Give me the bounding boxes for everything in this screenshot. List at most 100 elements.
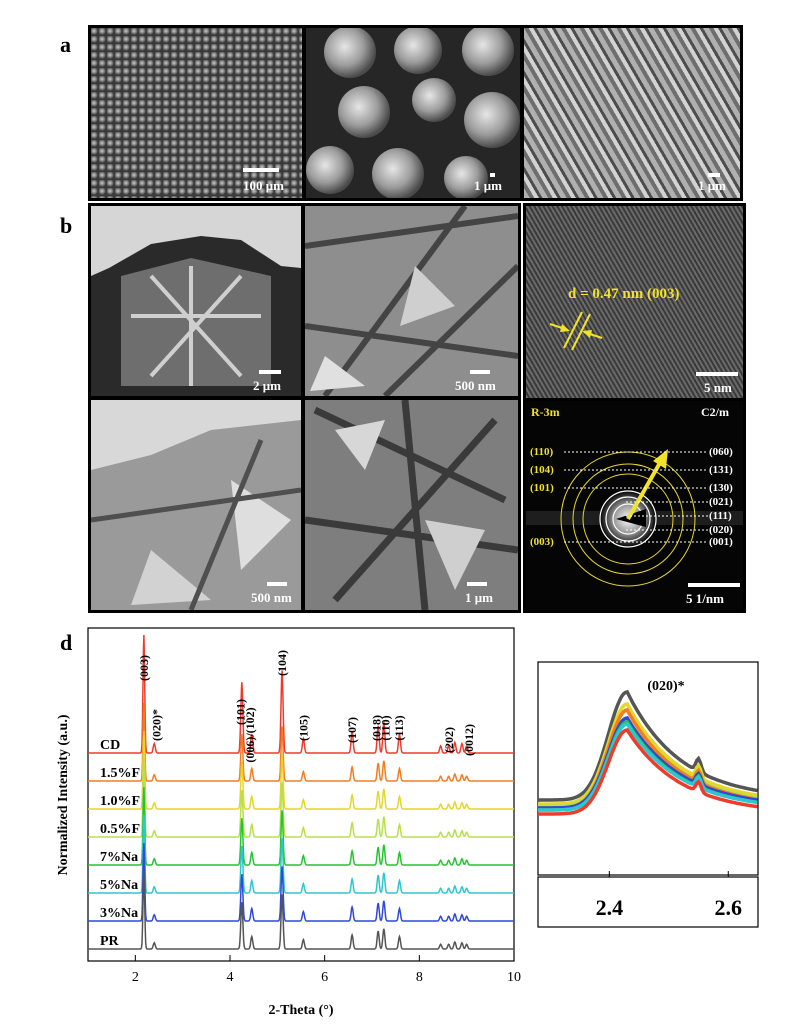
xrd-peak-label: (105) — [296, 715, 310, 741]
tem-image-500nm-top: 500 nm — [305, 206, 518, 396]
xrd-series-label-PR: PR — [100, 934, 120, 949]
xrd-line-5%Na — [88, 814, 514, 894]
inset-axis-frame — [537, 876, 759, 928]
saed-left-plane-3: (101) — [530, 482, 554, 494]
xrd-x-tick-label: 10 — [507, 970, 521, 985]
tem-image-1um: 1 μm — [305, 400, 518, 610]
xrd-x-axis-label: 2-Theta (°) — [268, 1003, 333, 1018]
saed-right-plane-5: (111) — [709, 510, 732, 522]
tem-image-cross-section: 2 μm — [91, 206, 301, 396]
xrd-series-label-1.5%F: 1.5%F — [100, 766, 140, 781]
inset-series-group — [538, 689, 758, 816]
scalebar-c2 — [688, 583, 740, 587]
inset-line-PR — [538, 689, 758, 802]
inset-plot-frame — [537, 661, 759, 876]
xrd-peak-label: (113) — [392, 715, 406, 740]
xrd-x-tick-label: 2 — [132, 970, 139, 985]
saed-title-left: R-3m — [531, 405, 560, 419]
scalebar-label-c1: 5 nm — [704, 380, 732, 395]
sem-image-high-mag: 1 μm — [524, 28, 740, 198]
xrd-series-group: CD 1.5%F 1.0%F 0.5%F 7%Na 5%Na 3%Na PR — [88, 634, 514, 950]
xrd-line-0.5%F — [88, 758, 514, 838]
xrd-peak-label: (020)* — [150, 709, 164, 741]
scalebar-b4 — [467, 582, 487, 586]
scalebar-a3 — [708, 173, 720, 177]
xrd-x-tick-label: 6 — [321, 970, 328, 985]
xrd-peak-label: (107) — [345, 717, 359, 743]
xrd-line-7%Na — [88, 786, 514, 866]
tem-image-500nm-bottom: 500 nm — [91, 400, 301, 610]
scalebar-c1 — [696, 372, 738, 376]
saed-title-right: C2/m — [701, 405, 729, 419]
scalebar-b3 — [267, 582, 287, 586]
xrd-line-3%Na — [88, 842, 514, 922]
hrtem-lattice-marker — [549, 311, 603, 351]
inset-x-tick-label: 2.4 — [596, 895, 624, 920]
xrd-peak-label: (202) — [442, 727, 456, 753]
xrd-peak-label: (101) — [233, 699, 247, 725]
saed-left-plane-2: (104) — [530, 464, 554, 476]
saed-right-plane-1: (060) — [709, 446, 733, 458]
scalebar-label-a1: 100 μm — [243, 178, 284, 193]
xrd-peak-label: (006)/(102) — [243, 707, 257, 762]
saed-left-plane-4: (003) — [530, 536, 554, 548]
scalebar-label-a2: 1 μm — [474, 178, 502, 193]
tem-500nm-bottom-drawing — [91, 400, 301, 610]
scalebar-label-c2: 5 1/nm — [686, 591, 724, 606]
xrd-line-1.0%F — [88, 730, 514, 810]
hrtem-d-spacing-label: d = 0.47 nm (003) — [568, 286, 680, 302]
inset-line-1.0%F — [538, 702, 758, 806]
inset-line-3%Na — [538, 716, 758, 810]
saed-right-plane-4: (021) — [709, 496, 733, 508]
panel-a-frame: 100 μm 1 μm 1 μm — [88, 25, 743, 201]
xrd-x-tick-label: 8 — [416, 970, 423, 985]
xrd-series-label-0.5%F: 0.5%F — [100, 822, 140, 837]
xrd-line-1.5%F — [88, 702, 514, 782]
xrd-x-axis: 2 4 6 8 10 — [132, 955, 521, 985]
xrd-plot-frame — [87, 627, 515, 962]
inset-peak-label: (020)* — [647, 679, 684, 694]
saed-pattern: R-3m C2/m (110) (104) (101) (003) (060) … — [526, 401, 743, 610]
panel-label-d: d — [60, 630, 73, 655]
saed-rings-drawing — [526, 449, 743, 587]
xrd-peak-label: (110) — [379, 715, 393, 740]
panel-label-a: a — [60, 32, 71, 57]
xrd-peak-label: (003) — [137, 655, 151, 681]
scalebar-label-a3: 1 μm — [698, 178, 726, 193]
tem-cross-section-drawing — [91, 236, 301, 396]
xrd-x-tick-label: 4 — [227, 970, 234, 985]
hrtem-image: d = 0.47 nm (003) 5 nm — [526, 206, 743, 398]
panel-label-b: b — [60, 213, 73, 238]
sem-particles-drawing — [306, 28, 520, 198]
xrd-series-label-3%Na: 3%Na — [100, 906, 138, 921]
scalebar-a2 — [490, 173, 495, 177]
sem-image-low-mag: 100 μm — [91, 28, 302, 198]
scalebar-label-b1: 2 μm — [253, 378, 281, 393]
xrd-series-label-CD: CD — [100, 738, 120, 753]
xrd-series-label-5%Na: 5%Na — [100, 878, 138, 893]
scalebar-label-b3: 500 nm — [251, 590, 292, 605]
inset-x-tick-label: 2.6 — [715, 895, 743, 920]
saed-right-plane-7: (001) — [709, 536, 733, 548]
scalebar-label-b4: 1 μm — [465, 590, 493, 605]
scalebar-label-b2: 500 nm — [455, 378, 496, 393]
sem-image-particles: 1 μm — [306, 28, 520, 198]
scalebar-b1 — [259, 370, 281, 374]
scalebar-a1 — [243, 168, 279, 172]
xrd-peak-label: (0012) — [462, 724, 476, 756]
inset-line-CD — [538, 728, 758, 816]
xrd-series-label-7%Na: 7%Na — [100, 850, 138, 865]
saed-right-plane-6: (020) — [709, 524, 733, 536]
xrd-series-label-1.0%F: 1.0%F — [100, 794, 140, 809]
xrd-peak-label: (104) — [275, 650, 289, 676]
saed-left-plane-1: (110) — [530, 446, 554, 458]
xrd-y-axis-label: Normalized Intensity (a.u.) — [56, 714, 71, 875]
tem-500nm-top-drawing — [305, 206, 518, 396]
saed-right-plane-2: (131) — [709, 464, 733, 476]
panel-c-frame: d = 0.47 nm (003) 5 nm — [523, 203, 746, 613]
xrd-line-PR — [88, 870, 514, 950]
panel-b-frame: 2 μm 500 nm 500 nm 1 μm — [88, 203, 521, 613]
scalebar-b2 — [470, 370, 490, 374]
saed-right-plane-3: (130) — [709, 482, 733, 494]
